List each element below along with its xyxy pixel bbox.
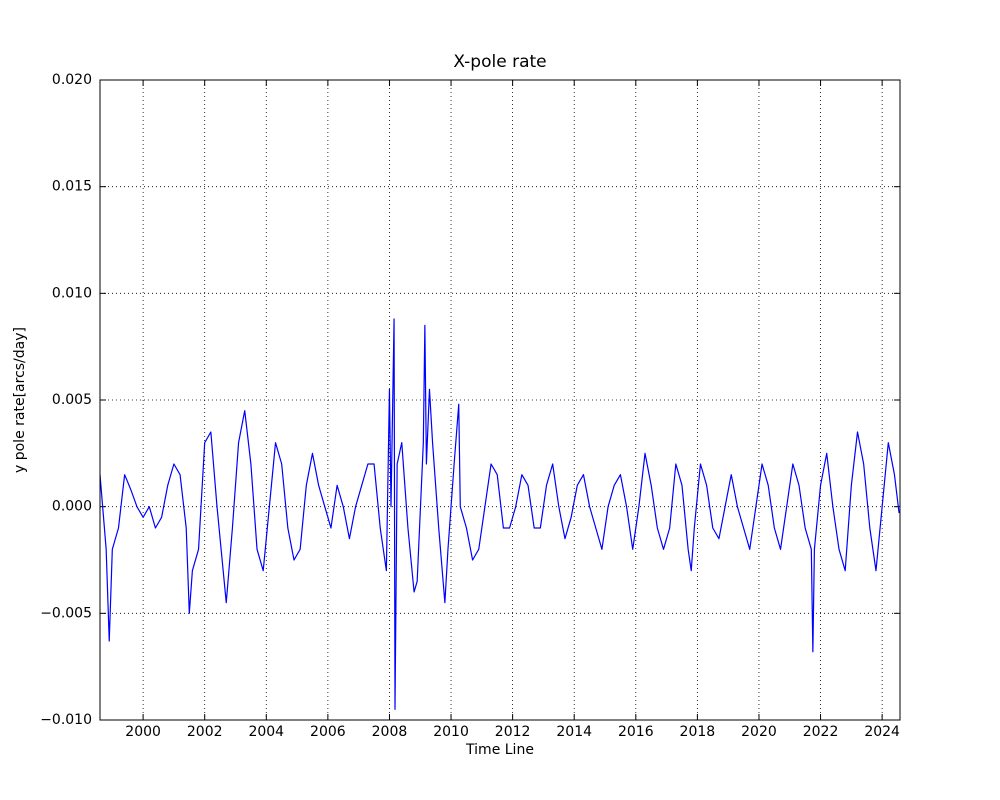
y-tick-label: 0.020	[52, 72, 92, 88]
y-tick-label: 0.000	[52, 499, 92, 515]
y-tick-label: 0.010	[52, 285, 92, 301]
x-tick-label: 2024	[864, 724, 900, 740]
x-tick-label: 2014	[556, 724, 592, 740]
x-axis-label: Time Line	[465, 742, 534, 758]
y-tick-label: 0.015	[52, 179, 92, 195]
x-tick-label: 2006	[310, 724, 346, 740]
x-tick-label: 2002	[187, 724, 223, 740]
x-tick-label: 2016	[618, 724, 654, 740]
x-tick-label: 2018	[680, 724, 716, 740]
chart-title: X-pole rate	[453, 52, 546, 72]
x-tick-label: 2012	[495, 724, 531, 740]
y-tick-label: −0.010	[40, 712, 92, 728]
y-tick-label: −0.005	[40, 605, 92, 621]
x-tick-label: 2000	[125, 724, 161, 740]
data-line	[99, 318, 900, 710]
x-tick-label: 2010	[433, 724, 469, 740]
x-tick-label: 2008	[372, 724, 408, 740]
plot-frame	[99, 79, 901, 721]
x-tick-label: 2004	[248, 724, 284, 740]
y-axis-label: y pole rate[arcs/day]	[12, 327, 28, 473]
x-tick-label: 2022	[803, 724, 839, 740]
y-tick-label: 0.005	[52, 392, 92, 408]
x-tick-label: 2020	[741, 724, 777, 740]
